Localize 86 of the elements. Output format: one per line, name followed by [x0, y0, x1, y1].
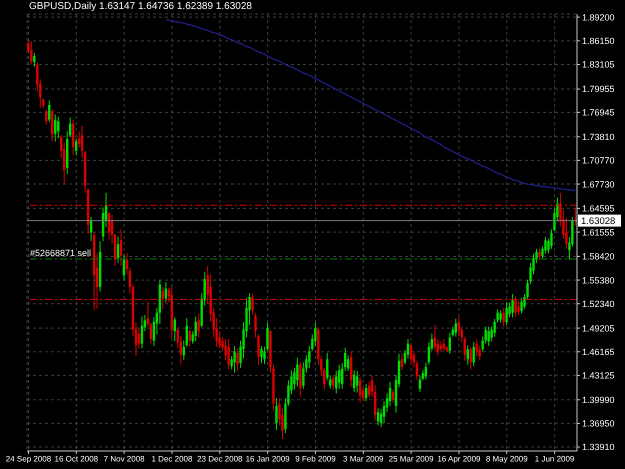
candlestick — [48, 100, 50, 123]
candlestick — [54, 114, 56, 142]
candlestick — [51, 109, 54, 142]
x-tick-label: 16 Jan 2009 — [246, 454, 290, 464]
y-tick-label: 1.58420 — [582, 252, 615, 262]
candlestick — [332, 375, 334, 390]
candlestick — [57, 116, 60, 139]
y-tick-label: 1.55380 — [582, 275, 615, 286]
candlestick — [454, 318, 457, 338]
y-tick-label: 1.89200 — [582, 12, 615, 22]
candlestick — [227, 338, 230, 370]
candlestick — [338, 364, 340, 390]
y-tick-label: 1.67730 — [582, 179, 615, 190]
y-tick-label: 1.49205 — [582, 323, 615, 334]
x-tick-label: 1 Dec 2008 — [152, 454, 193, 464]
candlestick — [194, 316, 197, 342]
y-tick-label: 1.64595 — [582, 204, 615, 214]
candlestick — [350, 350, 352, 388]
candlestick — [78, 130, 80, 148]
x-tick-label: 9 Feb 2009 — [295, 454, 336, 464]
candlestick — [520, 297, 523, 314]
candlestick — [476, 339, 478, 357]
x-tick-label: 7 Nov 2008 — [104, 454, 146, 464]
x-tick-label: 8 May 2009 — [486, 454, 528, 464]
candlestick — [470, 346, 472, 370]
candlestick — [90, 216, 92, 242]
candlestick — [188, 329, 191, 348]
candlestick — [299, 361, 302, 398]
candlestick — [358, 376, 362, 404]
candlestick — [466, 344, 469, 366]
ref-line-label: #52668871 sell — [30, 248, 92, 258]
candlestick — [352, 370, 356, 392]
candlestick — [434, 324, 436, 352]
x-tick-label: 16 Oct 2008 — [54, 454, 99, 464]
x-tick-label: 25 Mar 2009 — [388, 454, 434, 464]
candlestick — [138, 326, 140, 349]
x-tick-label: 3 Mar 2009 — [343, 454, 384, 464]
candlestick — [472, 342, 475, 367]
candlestick — [499, 310, 502, 324]
candlestick — [233, 346, 236, 373]
candlestick — [376, 408, 380, 426]
candlestick — [296, 357, 299, 387]
candlestick — [424, 362, 428, 380]
y-tick-label: 1.86150 — [582, 36, 615, 46]
candlestick — [356, 370, 358, 394]
ref-line-label: 1.63028 — [581, 216, 616, 228]
y-tick-label: 1.73810 — [582, 132, 615, 142]
x-tick-label: 1 Jun 2009 — [534, 454, 575, 464]
y-tick-label: 1.76945 — [582, 108, 615, 118]
x-tick-label: 23 Dec 2008 — [197, 454, 244, 464]
y-tick-label: 1.61555 — [582, 227, 615, 238]
candlestick — [505, 302, 508, 326]
x-tick-label: 24 Sep 2008 — [6, 454, 52, 464]
candlestick — [236, 348, 239, 372]
candlestick — [440, 340, 442, 352]
y-tick-label: 1.52340 — [582, 298, 615, 309]
y-tick-label: 1.46165 — [582, 346, 615, 357]
candlestick — [487, 326, 490, 347]
candlestick — [33, 52, 36, 68]
candlestick — [511, 293, 514, 318]
y-tick-label: 1.70770 — [582, 156, 615, 166]
chart-title: GBPUSD,Daily 1.63147 1.64736 1.62389 1.63028 — [29, 1, 252, 13]
y-tick-label: 1.39990 — [582, 394, 615, 405]
candlestick — [517, 300, 520, 316]
y-tick-label: 1.83105 — [582, 60, 615, 70]
y-tick-label: 1.43125 — [582, 370, 615, 381]
candlestick — [164, 282, 168, 303]
candlestick — [74, 138, 78, 156]
y-tick-label: 1.36950 — [582, 418, 615, 429]
candlestick — [502, 307, 505, 328]
line-series — [165, 18, 576, 192]
candlestick — [140, 316, 144, 349]
candlestick — [108, 212, 110, 240]
candlestick — [364, 384, 368, 402]
candlestick — [198, 312, 200, 338]
candlestick — [448, 332, 452, 354]
candlestick — [442, 338, 446, 352]
candlestick — [275, 398, 278, 431]
candlestick — [72, 119, 74, 156]
y-tick-label: 1.79955 — [582, 84, 615, 94]
candlestick — [174, 316, 176, 342]
candlestick — [45, 109, 48, 125]
candlestick — [314, 322, 316, 347]
x-tick-label: 16 Apr 2009 — [437, 454, 482, 464]
candlestick — [30, 40, 33, 66]
y-tick-label: 1.33910 — [582, 442, 615, 452]
